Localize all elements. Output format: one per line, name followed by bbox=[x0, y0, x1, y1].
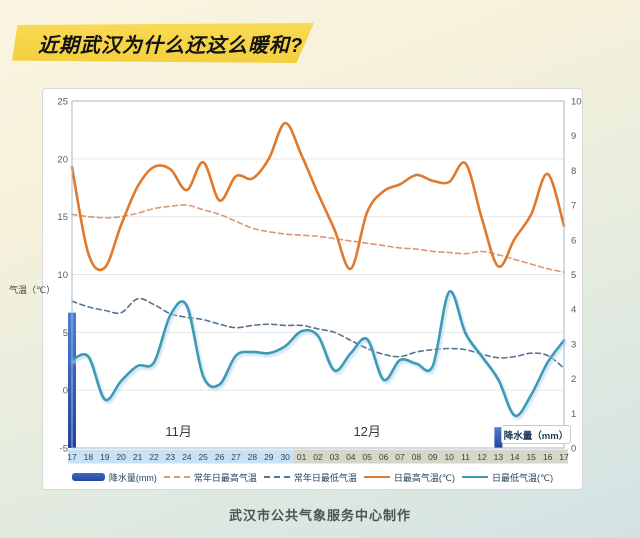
day-label: 16 bbox=[543, 452, 553, 462]
right-tick-label: 9 bbox=[571, 131, 576, 142]
page-title: 近期武汉为什么还这么暖和? bbox=[38, 34, 304, 57]
day-label: 01 bbox=[297, 452, 307, 462]
left-tick-label: 25 bbox=[57, 97, 68, 108]
legend-label: 降水量(mm) bbox=[108, 472, 157, 483]
right-tick-label: 3 bbox=[571, 339, 576, 350]
title-banner: 近期武汉为什么还这么暖和? bbox=[12, 23, 314, 63]
day-label: 07 bbox=[395, 452, 405, 462]
month-labels: 11月 12月 bbox=[165, 424, 381, 439]
chart-legend: 降水量(mm) 常年日最高气温 常年日最低气温 日最高气温(℃) 日最低气温(℃) bbox=[43, 469, 582, 485]
day-label: 11 bbox=[461, 452, 470, 462]
legend-swatch-daily-high bbox=[363, 476, 390, 478]
right-tick-label: 6 bbox=[571, 235, 576, 246]
day-label: 03 bbox=[330, 452, 340, 462]
right-tick-label: 5 bbox=[571, 270, 576, 281]
precip-bar bbox=[494, 427, 503, 448]
legend-label: 日最低气温(℃) bbox=[492, 472, 554, 483]
day-label: 26 bbox=[215, 452, 225, 462]
day-label: 09 bbox=[428, 452, 438, 462]
legend-label: 常年日最高气温 bbox=[193, 472, 257, 483]
legend-item-daily-high: 日最高气温(℃) bbox=[363, 471, 456, 484]
day-axis-bands bbox=[68, 449, 568, 464]
legend-label: 常年日最低气温 bbox=[293, 472, 357, 483]
left-axis-ticks: 25 20 15 10 5 0 -5 bbox=[57, 97, 68, 455]
right-tick-label: 10 bbox=[571, 97, 582, 108]
day-label: 25 bbox=[198, 452, 208, 462]
left-tick-label: 15 bbox=[57, 212, 68, 223]
day-label: 04 bbox=[346, 452, 356, 462]
day-label: 29 bbox=[264, 452, 274, 462]
left-tick-label: 5 bbox=[63, 328, 68, 339]
legend-item-normal-high: 常年日最高气温 bbox=[163, 471, 257, 484]
day-label: 27 bbox=[231, 452, 241, 462]
right-axis-title: 降水量（mm） bbox=[501, 425, 571, 444]
day-label: 23 bbox=[166, 452, 176, 462]
day-label: 06 bbox=[379, 452, 389, 462]
day-label: 18 bbox=[84, 452, 94, 462]
right-tick-label: 4 bbox=[571, 305, 576, 316]
chart-card: 17 18 19 20 21 22 23 24 25 26 27 28 29 30 01 02 03 04 05 06… bbox=[42, 88, 583, 490]
chart-canvas: 17 18 19 20 21 22 23 24 25 26 27 28 29 30 01 02 03 04 05 06… bbox=[57, 97, 582, 464]
left-tick-label: -5 bbox=[60, 444, 68, 455]
right-tick-label: 0 bbox=[571, 444, 576, 455]
day-label: 20 bbox=[116, 452, 126, 462]
gridlines bbox=[72, 158, 564, 391]
right-tick-label: 1 bbox=[571, 409, 576, 420]
day-label: 30 bbox=[280, 452, 290, 462]
day-label: 19 bbox=[100, 452, 110, 462]
day-label: 14 bbox=[510, 452, 520, 462]
legend-item-daily-low: 日最低气温(℃) bbox=[462, 471, 553, 484]
day-label: 13 bbox=[494, 452, 504, 462]
day-label: 05 bbox=[362, 452, 372, 462]
right-tick-label: 8 bbox=[571, 166, 576, 177]
series-daily-high-line bbox=[70, 121, 566, 272]
day-label: 08 bbox=[412, 452, 422, 462]
series-daily-low-line bbox=[70, 290, 566, 418]
series-normal-low-line bbox=[71, 297, 565, 369]
day-label: 10 bbox=[444, 452, 454, 462]
day-label: 15 bbox=[526, 452, 536, 462]
december-band bbox=[293, 449, 568, 464]
day-label: 21 bbox=[133, 452, 143, 462]
left-tick-label: 0 bbox=[63, 386, 68, 397]
legend-swatch-precip bbox=[71, 473, 105, 481]
legend-swatch-normal-high bbox=[163, 476, 190, 478]
day-label: 28 bbox=[248, 452, 258, 462]
legend-item-normal-low: 常年日最低气温 bbox=[263, 471, 357, 484]
left-tick-label: 20 bbox=[57, 154, 68, 165]
right-tick-label: 7 bbox=[571, 201, 576, 212]
series-normal-high-line bbox=[71, 204, 565, 273]
left-tick-label: 10 bbox=[57, 270, 68, 281]
plot-border bbox=[71, 100, 565, 449]
legend-swatch-daily-low bbox=[462, 476, 489, 478]
day-label: 02 bbox=[313, 452, 323, 462]
day-label: 17 bbox=[67, 452, 77, 462]
right-tick-label: 2 bbox=[571, 374, 576, 385]
day-label: 24 bbox=[182, 452, 192, 462]
left-axis-title: 气温（℃） bbox=[9, 285, 56, 295]
day-label: 17 bbox=[559, 452, 569, 462]
month-label: 12月 bbox=[353, 424, 380, 439]
day-label: 12 bbox=[477, 452, 487, 462]
month-label: 11月 bbox=[165, 424, 192, 439]
caption: 武汉市公共气象服务中心制作 bbox=[228, 508, 411, 523]
legend-label: 日最高气温(℃) bbox=[393, 472, 456, 483]
legend-swatch-normal-low bbox=[263, 476, 290, 478]
day-label: 22 bbox=[149, 452, 159, 462]
day-labels: 17 18 19 20 21 22 23 24 25 26 27 28 29 30 01 02 03 04 05 06… bbox=[67, 452, 569, 462]
november-band bbox=[68, 449, 294, 464]
legend-item-precip: 降水量(mm) bbox=[71, 471, 157, 484]
